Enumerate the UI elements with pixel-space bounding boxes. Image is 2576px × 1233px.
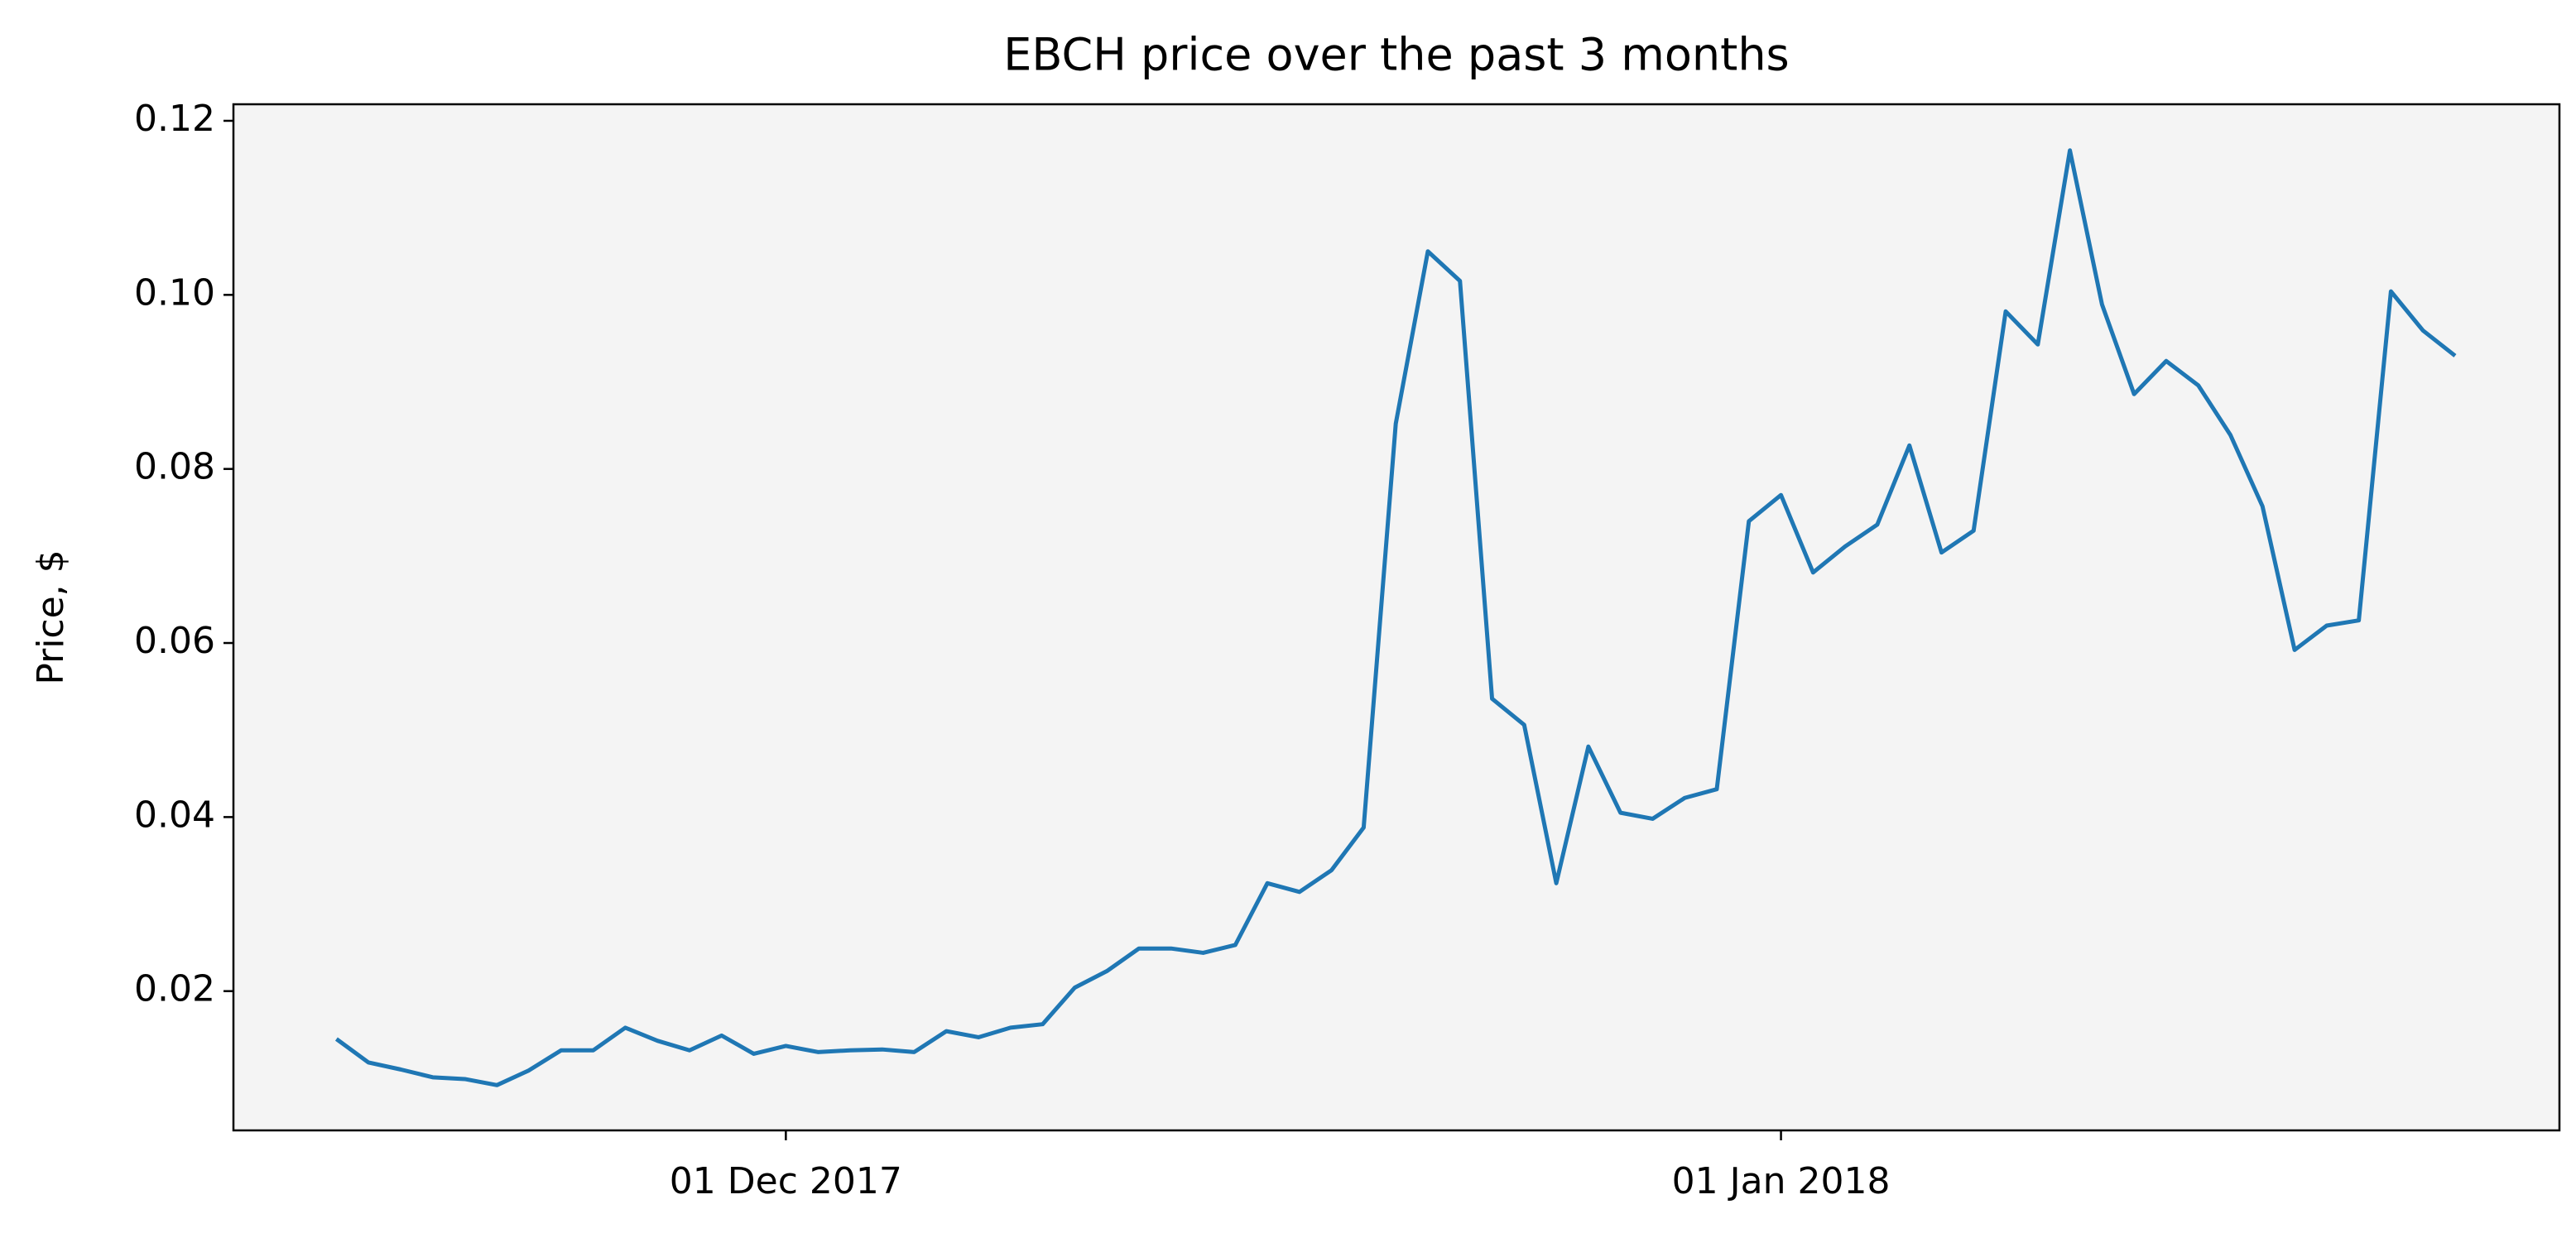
x-tick-label: 01 Jan 2018: [1672, 1160, 1891, 1202]
price-line: [334, 148, 2457, 1087]
plot-marks: [334, 148, 2457, 1087]
y-tick-label: 0.12: [134, 98, 215, 140]
plot-frame: [232, 103, 2561, 1132]
y-tick-label: 0.04: [134, 794, 215, 836]
y-tick-label: 0.06: [134, 620, 215, 662]
y-axis-label: Price, $: [30, 549, 72, 684]
y-tick-label: 0.02: [134, 968, 215, 1010]
y-tick-label: 0.08: [134, 446, 215, 488]
plot-area: [233, 104, 2559, 1130]
x-tick-label: 01 Dec 2017: [670, 1160, 902, 1202]
chart-title: EBCH price over the past 3 months: [1003, 29, 1789, 81]
y-tick-label: 0.10: [134, 271, 215, 314]
